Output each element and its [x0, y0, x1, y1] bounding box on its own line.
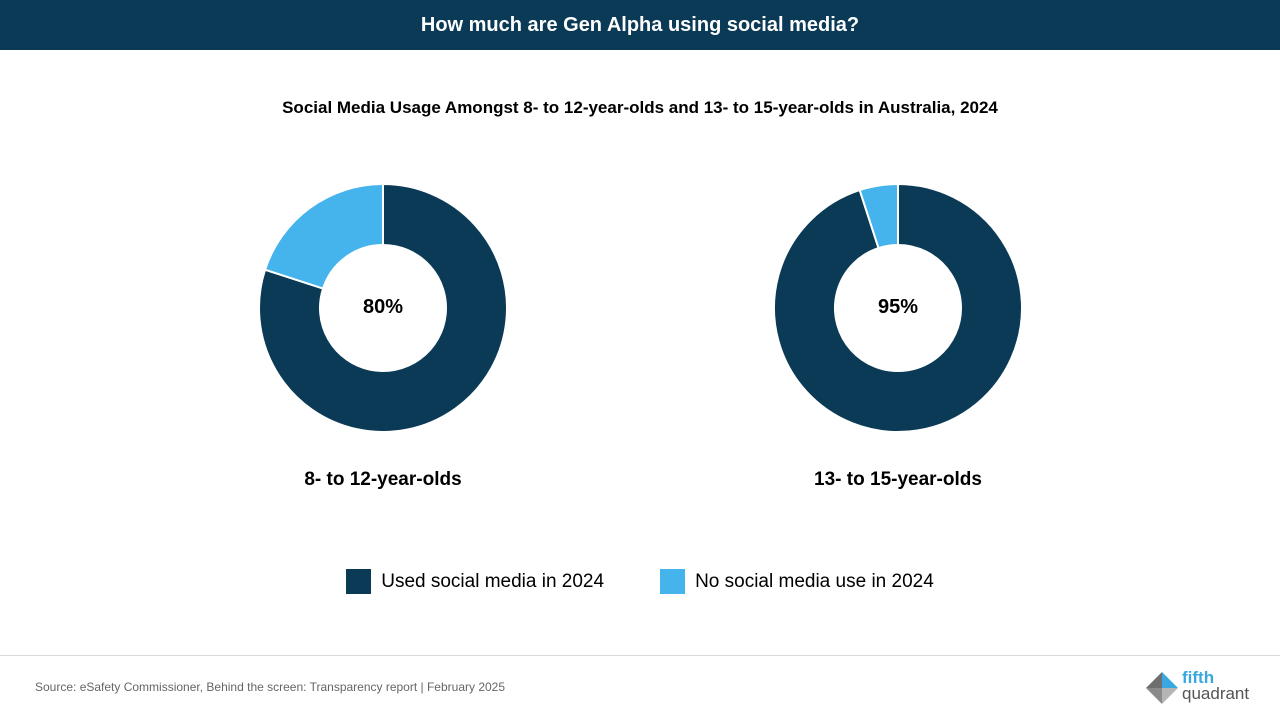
donut-slice-used	[773, 182, 1023, 433]
chart-title: Social Media Usage Amongst 8- to 12-year…	[282, 98, 998, 117]
donut-slice-not-used	[858, 182, 899, 250]
footer-divider	[0, 655, 1280, 656]
fifth-quadrant-logo: fifth quadrant	[1142, 668, 1267, 710]
page-title: How much are Gen Alpha using social medi…	[420, 13, 860, 36]
donut-center-label-13-15: 95%	[877, 296, 919, 318]
logo-mark-icon	[1146, 672, 1178, 704]
donut-slice-used	[258, 182, 508, 433]
donut-chart-13-15	[773, 182, 1023, 433]
logo-text-line2: quadrant	[1182, 684, 1250, 703]
donut-slice-not-used	[263, 182, 384, 290]
donut-group-label-8-12: 8- to 12-year-olds	[304, 469, 462, 490]
header-banner: How much are Gen Alpha using social medi…	[0, 0, 1280, 50]
legend-swatch-not-used	[660, 569, 686, 594]
legend-item-not-used: No social media use in 2024	[660, 569, 934, 594]
source-note: Source: eSafety Commissioner, Behind the…	[35, 680, 506, 694]
donut-center-label-8-12: 80%	[362, 296, 404, 318]
legend-swatch-used	[346, 569, 372, 594]
donut-chart-8-12	[258, 182, 508, 433]
legend-label-used: Used social media in 2024	[381, 570, 605, 592]
legend-item-used: Used social media in 2024	[346, 569, 604, 594]
donut-group-label-13-15: 13- to 15-year-olds	[814, 469, 982, 490]
logo-text-line1: fifth	[1182, 668, 1215, 687]
legend-label-not-used: No social media use in 2024	[695, 570, 934, 592]
legend: Used social media in 2024 No social medi…	[0, 569, 1280, 594]
